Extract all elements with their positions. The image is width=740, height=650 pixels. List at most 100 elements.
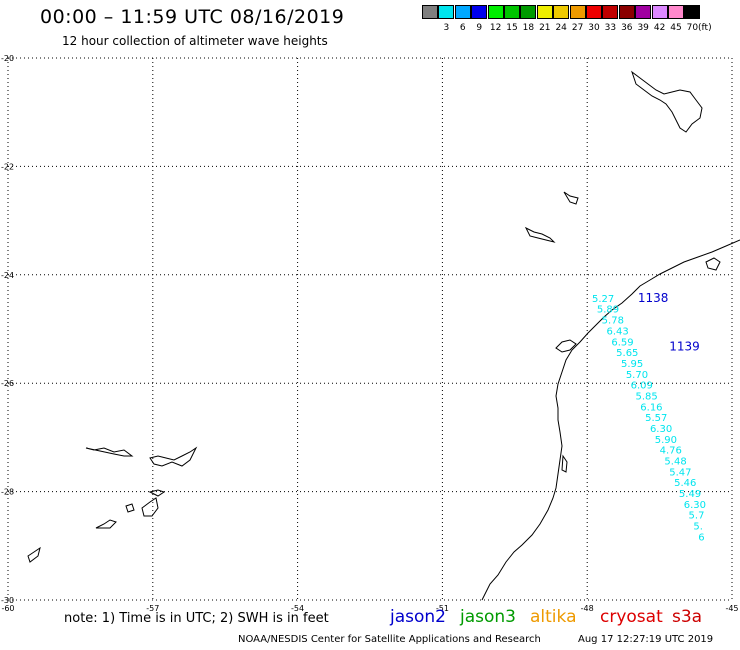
legend-label: 39 xyxy=(637,23,649,33)
reservoir-1 xyxy=(631,70,703,133)
reservoir-3 xyxy=(524,226,556,243)
legend-swatch xyxy=(504,5,520,19)
wave-height-value: 6.16 xyxy=(640,402,662,413)
legend-label: 42 xyxy=(653,23,666,33)
reservoir-2 xyxy=(563,191,579,205)
lon-tick-label: -45 xyxy=(725,604,738,613)
lat-tick-label: -30 xyxy=(1,596,14,605)
lon-tick-label: -54 xyxy=(291,604,304,613)
wave-height-value: 5.85 xyxy=(635,391,657,402)
legend-swatch xyxy=(553,5,570,19)
map-grid xyxy=(7,57,733,601)
legend-swatch xyxy=(520,5,537,19)
wave-height-value: 5.48 xyxy=(664,457,686,468)
wave-height-value: 5.95 xyxy=(621,359,643,370)
wave-height-value: 5.90 xyxy=(655,435,677,446)
wave-height-value: 6 xyxy=(698,532,704,543)
wave-height-value: 5.65 xyxy=(616,348,638,359)
reservoir-paraguay-6 xyxy=(27,546,41,563)
reservoir-paraguay-2 xyxy=(85,447,134,457)
bay-paranagua xyxy=(555,339,577,353)
legend-label: 6 xyxy=(459,23,466,33)
legend-label: 21 xyxy=(539,23,551,33)
lat-tick-label: -20 xyxy=(1,54,14,63)
wave-height-value: 6.30 xyxy=(650,424,672,435)
reservoir-paraguay-7 xyxy=(148,489,166,497)
wave-height-value: 5. xyxy=(693,522,703,533)
wave-height-value: 5.78 xyxy=(602,316,624,327)
lon-tick-label: -60 xyxy=(1,604,14,613)
legend-label: 18 xyxy=(522,23,535,33)
credit-text: NOAA/NESDIS Center for Satellite Applica… xyxy=(238,634,541,645)
legend-label: 3 xyxy=(443,23,450,33)
track-labels: 1138 1139 xyxy=(638,291,700,354)
wave-height-value: 5.47 xyxy=(669,467,691,478)
wave-height-value: 6.59 xyxy=(611,337,633,348)
lat-tick-label: -24 xyxy=(1,271,14,280)
legend-swatch xyxy=(536,5,553,19)
lon-tick-label: -48 xyxy=(581,604,594,613)
legend-label: 36 xyxy=(621,23,633,33)
satellite-jason3: jason3 xyxy=(460,607,516,627)
wave-height-value: 5.27 xyxy=(592,294,614,305)
track-number: 1139 xyxy=(669,340,700,354)
reservoir-paraguay-5 xyxy=(125,503,135,513)
lat-tick-label: -22 xyxy=(1,162,14,171)
legend-swatch xyxy=(618,5,635,19)
wave-height-value: 5.46 xyxy=(674,478,696,489)
legend-swatch xyxy=(487,5,504,19)
legend-label: 70 xyxy=(686,23,699,33)
reservoir-paraguay-3 xyxy=(141,497,159,517)
lon-tick-label: -57 xyxy=(146,604,159,613)
wave-height-value: 6.30 xyxy=(684,500,706,511)
legend-label: 33 xyxy=(604,23,617,33)
chart-subtitle: 12 hour collection of altimeter wave hei… xyxy=(62,34,328,48)
bay-sao-paulo xyxy=(705,257,721,271)
legend-swatch xyxy=(471,5,488,19)
legend-label: 27 xyxy=(571,23,584,33)
wave-height-labels: 5.275.895.786.436.595.655.955.706.095.85… xyxy=(592,294,706,543)
satellite-cryosat: cryosat xyxy=(600,607,663,627)
wave-height-value: 5.49 xyxy=(679,489,701,500)
wave-height-value: 6.43 xyxy=(607,326,629,337)
legend-label: 24 xyxy=(555,23,567,33)
wave-height-value: 5.7 xyxy=(689,511,705,522)
legend-swatch xyxy=(651,5,668,19)
satellite-altika: altika xyxy=(530,607,577,627)
coastline-mainland xyxy=(481,239,740,601)
axis-labels: -20 -22 -24 -26 -28 -30-60 -57 -54 -51 -48 -45 xyxy=(1,54,739,613)
wave-height-value: 6.09 xyxy=(631,381,653,392)
chart-title: 00:00 – 11:59 UTC 08/16/2019 xyxy=(40,6,345,28)
legend-label: 30 xyxy=(588,23,600,33)
track-number: 1138 xyxy=(638,291,669,305)
reservoir-paraguay-4 xyxy=(95,519,117,529)
legend-swatch xyxy=(422,5,438,19)
lon-tick-label: -51 xyxy=(436,604,449,613)
island-santa-catarina xyxy=(561,454,568,473)
lat-tick-label: -26 xyxy=(1,379,14,388)
lat-tick-label: -28 xyxy=(1,488,14,497)
legend-unit: (ft) xyxy=(698,23,712,33)
legend-swatch xyxy=(668,5,684,19)
legend-swatch xyxy=(684,5,701,19)
wave-height-value: 5.89 xyxy=(597,305,619,316)
legend-swatch xyxy=(438,5,455,19)
wave-height-value: 5.70 xyxy=(626,370,648,381)
legend-label: 45 xyxy=(670,23,682,33)
legend-swatch xyxy=(569,5,586,19)
timestamp-text: Aug 17 12:27:19 UTC 2019 xyxy=(578,634,714,645)
legend-label: 9 xyxy=(476,23,483,33)
legend-swatch xyxy=(602,5,619,19)
legend-label: 15 xyxy=(506,23,518,33)
legend-swatch xyxy=(586,5,602,19)
coastline xyxy=(27,70,740,601)
legend-swatch xyxy=(635,5,652,19)
legend-swatch xyxy=(454,5,471,19)
satellite-jason2: jason2 xyxy=(390,607,446,627)
wave-height-value: 5.57 xyxy=(645,413,667,424)
wave-height-value: 4.76 xyxy=(660,446,682,457)
note-text: note: 1) Time is in UTC; 2) SWH is in fe… xyxy=(64,611,329,626)
legend-label: 12 xyxy=(489,23,502,33)
reservoir-paraguay-1 xyxy=(149,446,198,467)
